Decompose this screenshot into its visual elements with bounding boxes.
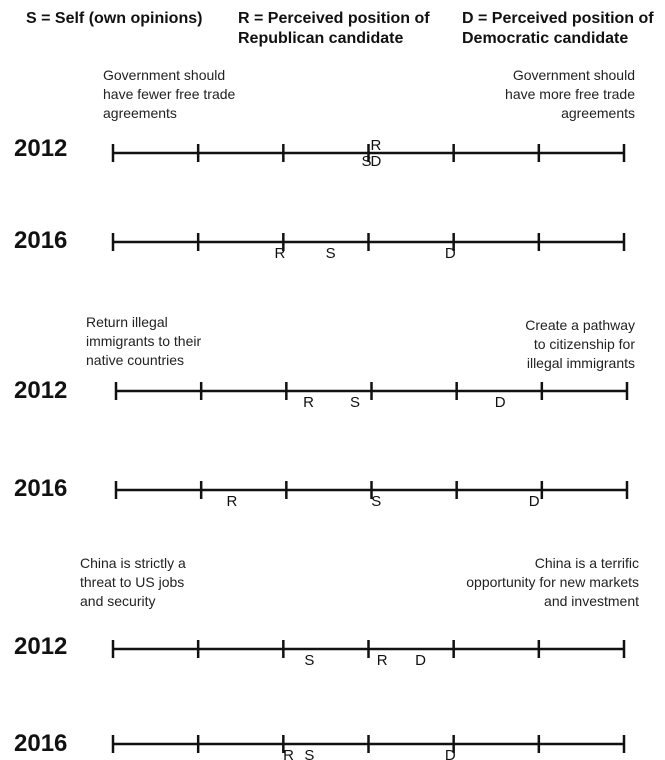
marker-d: D	[445, 245, 456, 262]
panel-2-left-label-line: Return illegal	[86, 314, 168, 330]
panel-3-left-label: China is strictly a threat to US jobs an…	[80, 554, 186, 611]
legend-republican-line2: Republican candidate	[238, 30, 404, 47]
panel-2-year-2012: 2012	[14, 377, 68, 404]
panel-3-scale-2016: SR D	[111, 735, 626, 760]
panel-1-scale-2012: SRD	[111, 137, 626, 170]
panel-2-scale-2012: SR D	[114, 382, 629, 411]
marker-r: R	[377, 652, 388, 669]
panel-3-left-label-line: and security	[80, 593, 156, 609]
panel-1-left-label-line: have fewer free trade	[103, 86, 236, 102]
panel-2-right-label-line: illegal immigrants	[526, 355, 635, 371]
marker-d: D	[529, 493, 540, 510]
legend-republican: R = Perceived position of Republican can…	[238, 9, 430, 49]
legend-democratic-line2: Democratic candidate	[462, 30, 629, 47]
marker-s: S	[326, 245, 336, 262]
legend-self: S = Self (own opinions)	[26, 9, 202, 29]
panel-3-left-label-line: China is strictly a	[80, 555, 186, 571]
marker-d: D	[495, 394, 506, 411]
marker-s: S	[362, 153, 372, 170]
panel-2-right-label: Create a pathway to citizenship for ille…	[525, 316, 635, 373]
panel-3-year-2012: 2012	[14, 633, 68, 660]
panel-2-scale-2016: SR D	[114, 481, 629, 510]
legend-self-text: S = Self (own opinions)	[26, 10, 203, 27]
legend-democratic-line1: D = Perceived position of	[462, 10, 654, 27]
panel-1-right-label-line: have more free trade	[505, 86, 635, 102]
panel-3-right-label-line: and investment	[544, 593, 639, 609]
marker-d: D	[371, 153, 382, 170]
marker-s: S	[304, 652, 314, 669]
panel-1-right-label: Government should have more free trade a…	[505, 66, 635, 123]
panel-1-year-2016: 2016	[14, 227, 68, 254]
panel-1-year-2012: 2012	[14, 135, 68, 162]
panel-2-left-label-line: native countries	[86, 352, 185, 368]
panel-1-left-label-line: agreements	[103, 105, 177, 121]
panel-2-right-label-line: to citizenship for	[533, 336, 635, 352]
panel-2-left-label-line: immigrants to their	[86, 333, 202, 349]
panel-3-right-label-line: opportunity for new markets	[466, 574, 639, 590]
panel-3-left-label-line: threat to US jobs	[80, 574, 185, 590]
panel-2-year-2016: 2016	[14, 475, 68, 502]
legend-republican-line1: R = Perceived position of	[238, 10, 430, 27]
marker-d: D	[445, 747, 456, 760]
marker-r: R	[371, 137, 382, 154]
marker-r: R	[275, 245, 286, 262]
panel-3-right-label: China is a terrific opportunity for new …	[466, 554, 639, 611]
panel-1-left-label: Government should have fewer free trade …	[103, 66, 235, 123]
marker-r: R	[283, 747, 294, 760]
panel-1-scale-2016: SR D	[111, 233, 626, 262]
marker-s: S	[350, 394, 360, 411]
panel-1-right-label-line: Government should	[512, 67, 635, 83]
panel-2-right-label-line: Create a pathway	[525, 317, 635, 333]
marker-r: R	[303, 394, 314, 411]
panel-3-year-2016: 2016	[14, 730, 68, 757]
marker-s: S	[371, 493, 381, 510]
marker-d: D	[415, 652, 426, 669]
panel-2-left-label: Return illegal immigrants to their nativ…	[86, 313, 201, 370]
panel-1-right-label-line: agreements	[561, 105, 635, 121]
marker-s: S	[304, 747, 314, 760]
panel-3-right-label-line: China is a terrific	[534, 555, 639, 571]
panel-1-left-label-line: Government should	[103, 67, 226, 83]
marker-r: R	[226, 493, 237, 510]
legend-democratic: D = Perceived position of Democratic can…	[462, 9, 654, 49]
